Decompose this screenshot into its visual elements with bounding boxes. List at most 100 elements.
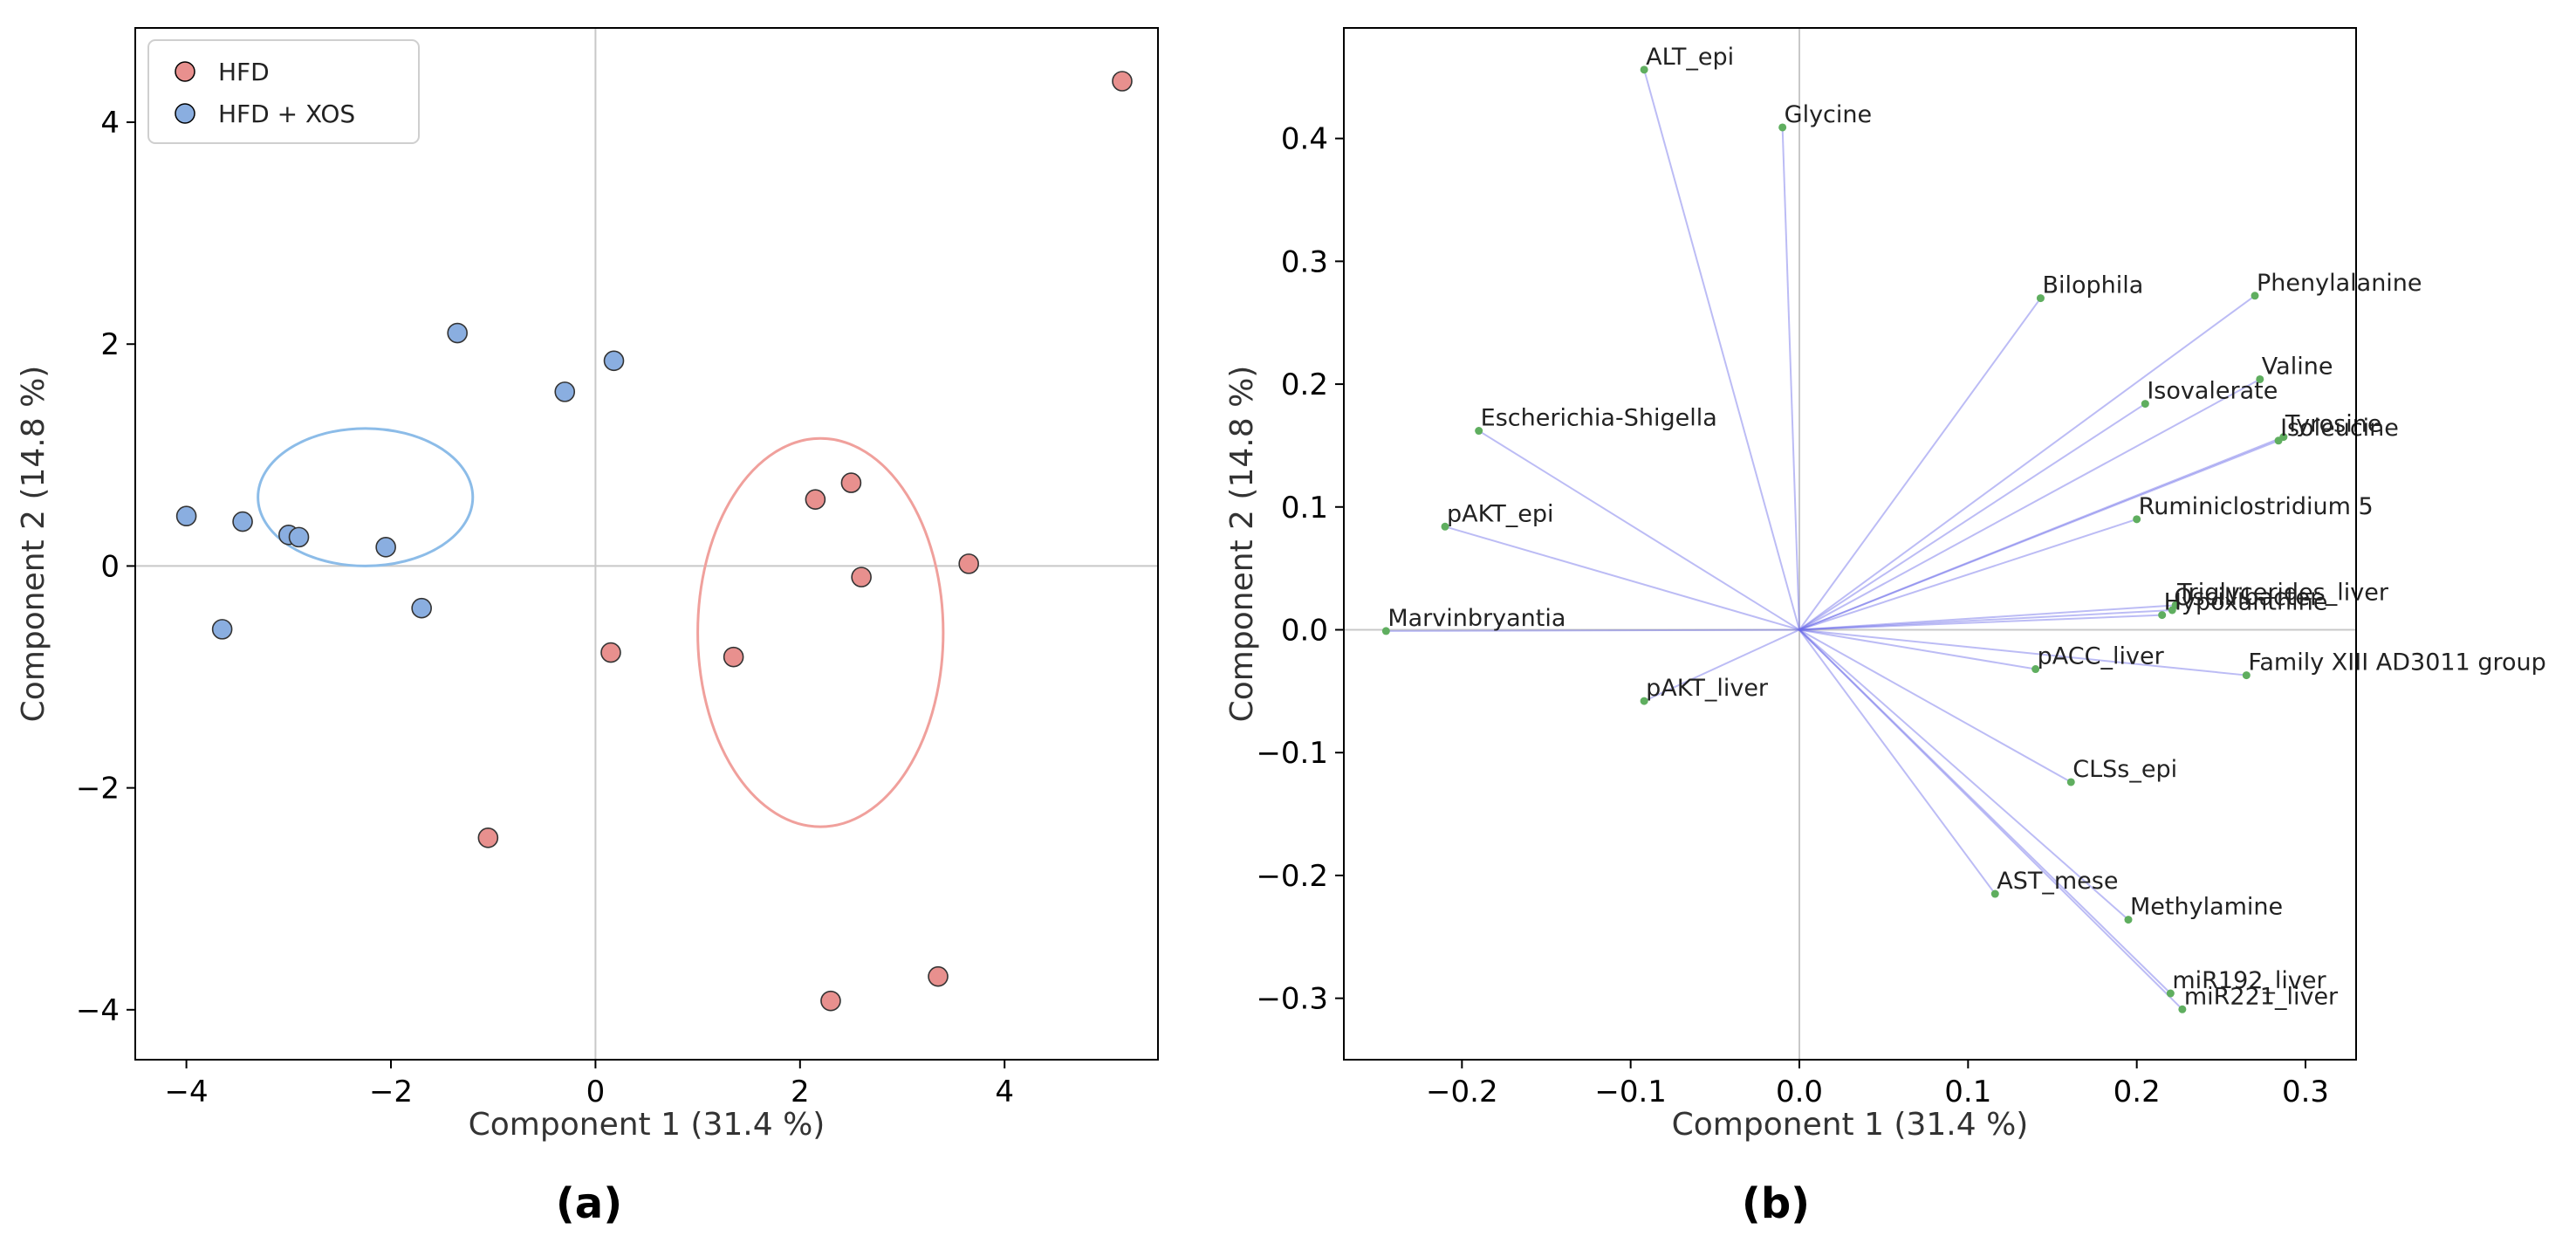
y-tick-label: 0.2	[1281, 367, 1328, 402]
x-tick-label: 0.2	[2114, 1075, 2161, 1109]
score-plot-xlabel: Component 1 (31.4 %)	[469, 1107, 826, 1143]
loading-vector-pacc-liver	[1798, 628, 2036, 670]
loading-vector-mir221-liver	[1798, 628, 2183, 1011]
point-hfd	[851, 567, 872, 587]
loading-point-marvinbryantia	[1381, 627, 1390, 635]
loading-vector-phenylalanine	[1798, 294, 2256, 631]
loading-label-methylamine: Methylamine	[2130, 894, 2283, 921]
loading-vector-marvinbryantia	[1386, 628, 1800, 632]
y-tick-label: 2	[100, 327, 120, 362]
loading-point-hypoxanthine	[2158, 611, 2167, 620]
biplot-ticks: −0.2 −0.1 0.0 0.1 0.2 0.3 −0.3 −0.2 −0.1 0.0 0.1 0.…	[1256, 122, 2329, 1109]
loading-vector-ast-mese	[1798, 628, 1997, 895]
loading-label-clss-epi: CLSs_epi	[2072, 756, 2177, 783]
biplot-content: ALT_epi Glycine Bilophila Phenylalanine Vali…	[1344, 28, 2546, 1060]
loading-label-glycine: Glycine	[1785, 101, 1872, 128]
point-hfd-xos	[211, 619, 233, 640]
x-tick-label: −0.2	[1426, 1075, 1498, 1109]
x-tick-label: 0	[586, 1075, 606, 1109]
y-tick-label: −0.1	[1256, 736, 1328, 771]
legend-marker-hfd	[175, 61, 195, 82]
loading-vector-methylamine	[1798, 628, 2129, 921]
y-tick-label: 0.3	[1281, 244, 1328, 279]
y-tick-label: 0	[100, 549, 120, 584]
point-hfd	[723, 646, 744, 668]
loading-label-ruminiclostridium-5: Ruminiclostridium 5	[2139, 493, 2374, 520]
loading-vector-escherichia-shigella	[1478, 429, 1800, 631]
loading-vector-mir192-liver	[1798, 628, 2172, 994]
point-hfd	[840, 472, 862, 493]
confidence-ellipse-hfd-xos	[257, 427, 475, 567]
legend: HFD HFD + XOS	[147, 39, 420, 144]
loading-label-triglycerides-liver: Triglycerides_liver	[2176, 579, 2389, 606]
loading-point-pakt-epi	[1441, 522, 1449, 531]
loading-point-valine	[2256, 374, 2264, 383]
x-tick-label: −4	[165, 1075, 209, 1109]
loading-vector-ruminiclostridium-5	[1798, 518, 2137, 631]
loading-point-phenylalanine	[2251, 292, 2259, 300]
point-hfd-xos	[554, 381, 576, 402]
x-tick-label: 0.0	[1776, 1075, 1823, 1109]
legend-label-hfd: HFD	[218, 58, 270, 86]
loading-point-glycine	[1778, 123, 1787, 132]
x-tick-label: 2	[791, 1075, 810, 1109]
y-tick-label: 0.0	[1281, 614, 1328, 649]
loading-label-mir192-liver: miR192_liver	[2172, 967, 2326, 994]
loading-vector-triglycerides-liver	[1798, 604, 2176, 631]
biplot-xlabel: Component 1 (31.4 %)	[1672, 1107, 2029, 1143]
y-tick-label: 4	[100, 106, 120, 141]
y-tick-label: −4	[76, 993, 120, 1028]
loading-vector-glycine	[1781, 127, 1800, 630]
pca-score-plot: −4 −2 0 2 4 −4 −2 0 2 4 HFD HFD + XOS Component 1…	[16, 27, 1159, 1228]
point-hfd	[805, 489, 826, 510]
loading-label-pacc-liver: pACC_liver	[2038, 643, 2165, 670]
loading-label-valine: Valine	[2262, 353, 2333, 380]
score-plot-frame	[134, 27, 1159, 1061]
loading-vector-family-xiii-ad3011-group	[1798, 628, 2247, 676]
legend-label-hfd-xos: HFD + XOS	[218, 100, 355, 128]
loading-vector-clss-epi	[1798, 628, 2072, 783]
point-hfd-xos	[375, 537, 396, 558]
confidence-ellipse-hfd	[696, 436, 945, 828]
y-tick-label: 0.4	[1281, 122, 1328, 157]
loading-label-escherichia-shigella: Escherichia-Shigella	[1481, 405, 1717, 432]
biplot-ylabel: Component 2 (14.8 %)	[1224, 366, 1260, 723]
point-hfd-xos	[175, 505, 197, 527]
y-tick-label: −2	[76, 772, 120, 807]
loading-vector-pakt-liver	[1643, 628, 1800, 703]
point-hfd	[928, 965, 949, 987]
loading-label-tyrosine: Tyrosine	[2285, 411, 2382, 438]
loading-point-methylamine	[2124, 916, 2133, 924]
loading-label-oscillibacter: Oscillibacter	[2174, 584, 2320, 611]
loading-label-hypoxanthine: Hypoxanthine	[2164, 589, 2328, 616]
loading-point-pakt-liver	[1640, 697, 1648, 705]
loading-vector-pakt-epi	[1444, 525, 1800, 631]
point-hfd	[958, 553, 979, 574]
loading-label-pakt-liver: pAKT_liver	[1646, 675, 1769, 702]
loading-vector-isoleucine	[1798, 439, 2279, 631]
legend-box	[147, 39, 420, 144]
loading-point-mir221-liver	[2178, 1005, 2187, 1013]
loading-point-mir192-liver	[2166, 989, 2175, 998]
loading-label-phenylalanine: Phenylalanine	[2257, 270, 2422, 297]
panel-label-a: (a)	[556, 1179, 622, 1228]
loading-point-bilophila	[2036, 294, 2045, 303]
point-hfd-xos	[411, 597, 432, 619]
y-tick-label: −0.3	[1256, 982, 1328, 1017]
loading-label-bilophila: Bilophila	[2042, 272, 2143, 299]
loading-label-isovalerate: Isovalerate	[2147, 378, 2278, 405]
loading-point-pacc-liver	[2031, 665, 2040, 674]
loading-vector-bilophila	[1798, 297, 2042, 631]
loading-label-mir221-liver: miR221_liver	[2184, 983, 2339, 1010]
point-hfd-xos	[447, 322, 468, 344]
point-hfd	[1112, 71, 1133, 92]
loading-vector-valine	[1798, 378, 2261, 631]
pca-loading-biplot: ALT_epi Glycine Bilophila Phenylalanine Vali…	[1224, 27, 2546, 1228]
loading-point-isovalerate	[2141, 400, 2149, 409]
point-hfd-xos	[232, 511, 253, 532]
x-tick-label: 0.3	[2282, 1075, 2329, 1109]
loading-label-marvinbryantia: Marvinbryantia	[1387, 605, 1565, 632]
point-hfd	[477, 828, 499, 848]
x-tick-label: −0.1	[1594, 1075, 1667, 1109]
